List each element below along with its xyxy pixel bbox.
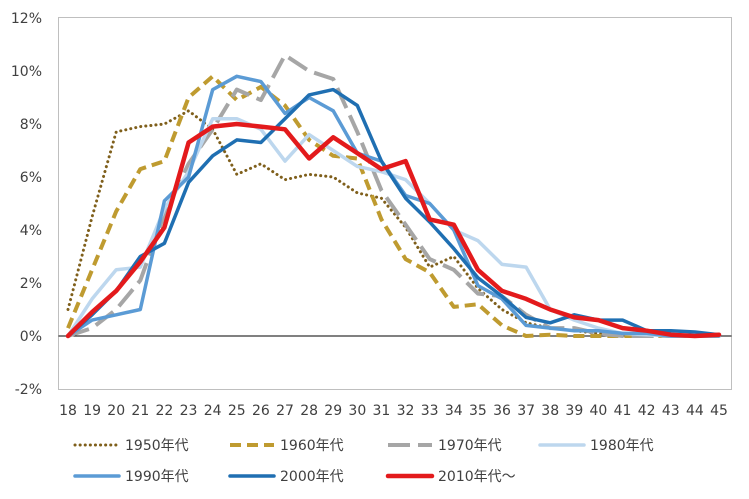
x-tick-label: 35 [469,403,487,419]
x-tick-label: 18 [59,403,77,419]
y-tick-label: 6% [20,170,42,186]
x-tick-label: 37 [517,403,535,419]
x-axis-tick-labels: 18 19 20 21 22 23 24 25 26 27 28 29 30 31 32 33 34 35 36 37… [59,403,728,419]
y-tick-label: 10% [11,64,42,80]
x-tick-label: 33 [421,403,439,419]
y-tick-label: 12% [11,11,42,27]
x-tick-label: 39 [565,403,583,419]
y-tick-label: -2% [15,382,42,398]
legend-label-6: 2000年代 [280,469,344,485]
x-tick-label: 45 [710,403,728,419]
x-tick-label: 42 [638,403,656,419]
x-tick-label: 32 [397,403,415,419]
series-lines [65,53,722,339]
y-tick-label: 4% [20,223,42,239]
series-line-6 [66,87,721,338]
x-tick-label: 36 [493,403,511,419]
series-line-7 [65,121,722,339]
x-tick-label: 19 [83,403,101,419]
x-tick-label: 28 [300,403,318,419]
x-tick-label: 27 [276,403,294,419]
legend-label-2: 1960年代 [280,438,344,454]
legend: 1950年代 1960年代 1970年代 1980年代 1990年代 2000年代 2010… [73,438,654,485]
x-tick-label: 22 [156,403,174,419]
x-tick-label: 23 [180,403,198,419]
legend-label-1: 1950年代 [125,438,189,454]
x-tick-label: 31 [373,403,391,419]
x-tick-label: 29 [324,403,342,419]
legend-label-7: 2010年代～ [438,469,516,485]
x-tick-label: 43 [662,403,680,419]
x-tick-label: 21 [131,403,149,419]
series-line-3 [67,53,719,338]
x-tick-label: 44 [686,403,704,419]
legend-label-4: 1980年代 [590,438,654,454]
x-tick-label: 38 [541,403,559,419]
x-tick-label: 25 [228,403,246,419]
y-axis-tick-labels: -2% 0% 2% 4% 6% 8% 10% 12% [11,11,42,398]
x-tick-label: 41 [614,403,632,419]
x-tick-label: 26 [252,403,270,419]
y-tick-label: 8% [20,117,42,133]
y-tick-label: 2% [20,276,42,292]
plot-area-border [58,17,732,390]
x-tick-label: 40 [590,403,608,419]
x-tick-label: 34 [445,403,463,419]
x-tick-label: 30 [348,403,366,419]
y-tick-label: 0% [20,329,42,345]
x-tick-label: 24 [204,403,222,419]
x-tick-label: 20 [107,403,125,419]
legend-label-5: 1990年代 [125,469,189,485]
legend-label-3: 1970年代 [438,438,502,454]
